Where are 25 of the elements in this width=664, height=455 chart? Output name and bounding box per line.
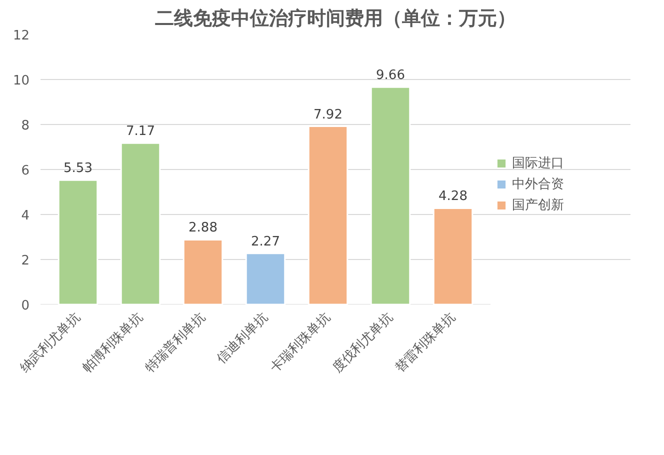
bar bbox=[432, 207, 474, 304]
y-tick-label: 4 bbox=[21, 208, 30, 224]
bar bbox=[308, 126, 348, 304]
bar bbox=[370, 86, 411, 304]
legend-label: 国产创新 bbox=[512, 197, 564, 214]
x-tick-label: 替雷利珠单抗 bbox=[392, 310, 458, 376]
legend-label: 中外合资 bbox=[512, 176, 564, 193]
y-tick-label: 10 bbox=[12, 74, 30, 88]
legend-label: 国际进口 bbox=[512, 155, 564, 172]
y-tick-label: 12 bbox=[12, 28, 30, 44]
y-tick-label: 2 bbox=[21, 254, 30, 268]
bar bbox=[120, 142, 161, 304]
data-label: 5.53 bbox=[64, 161, 92, 176]
data-label: 2.88 bbox=[188, 220, 218, 236]
data-label: 7.92 bbox=[314, 107, 342, 122]
chart-title: 二线免疫中位治疗时间费用（单位：万元） bbox=[155, 8, 516, 30]
data-label: 7.17 bbox=[126, 124, 155, 140]
bar bbox=[182, 238, 224, 304]
bar bbox=[58, 179, 98, 304]
data-label: 2.27 bbox=[251, 234, 280, 250]
data-label: 9.66 bbox=[376, 68, 405, 84]
y-tick-label: 6 bbox=[21, 164, 30, 178]
data-label: 4.28 bbox=[438, 189, 468, 204]
bar bbox=[245, 252, 286, 304]
y-tick-label: 8 bbox=[21, 118, 30, 134]
